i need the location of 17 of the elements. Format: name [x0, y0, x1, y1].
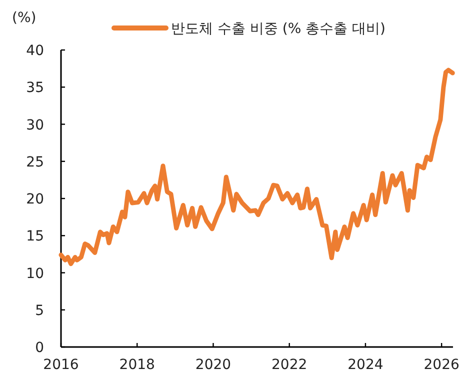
- y-tick-label: 5: [35, 302, 44, 319]
- legend-label: 반도체 수출 비중 (% 총수출 대비): [171, 21, 386, 37]
- y-tick-label: 15: [26, 228, 44, 245]
- y-tick-label: 25: [26, 154, 44, 170]
- y-tick-label: 30: [26, 117, 44, 134]
- x-tick-label: 2020: [195, 357, 232, 373]
- x-tick-label: 2018: [119, 357, 155, 373]
- y-tick-label: 35: [26, 80, 44, 96]
- y-tick-label: 20: [26, 192, 44, 208]
- y-tick-label: 0: [35, 340, 44, 356]
- x-tick-label: 2016: [43, 357, 79, 373]
- x-tick-label: 2024: [348, 357, 384, 373]
- x-tick-label: 2022: [272, 357, 308, 373]
- x-tick-label: 2026: [424, 357, 460, 373]
- y-tick-label: 40: [26, 43, 44, 59]
- y-axis-title: (%): [12, 10, 36, 26]
- y-tick-label: 10: [26, 266, 44, 282]
